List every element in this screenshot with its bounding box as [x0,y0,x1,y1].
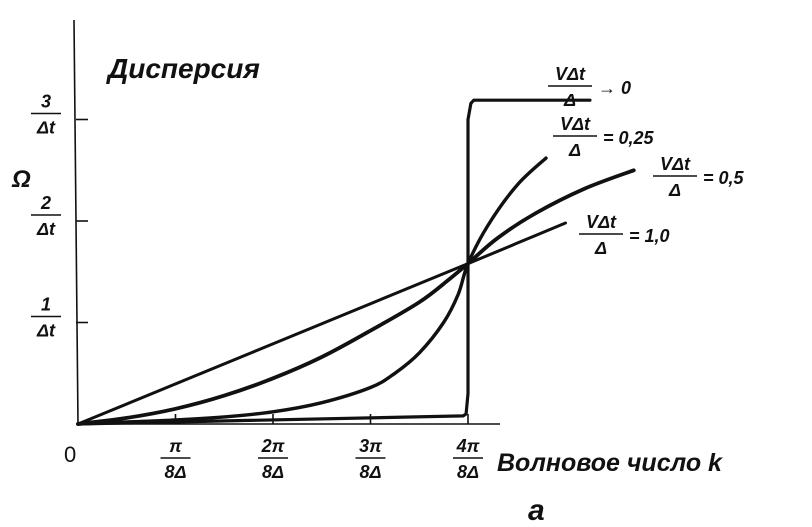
series-line-2 [76,156,548,426]
series-label-suffix: → 0 [598,78,631,98]
y-tick-3-denominator: Δt [36,118,56,138]
series-label-denominator: Δ [594,238,607,258]
origin-label: 0 [64,442,76,467]
series-label-numerator: VΔt [586,212,617,232]
x-tick-3-numerator: 3π [359,436,382,456]
series-label-numerator: VΔt [660,154,691,174]
y-tick-2-numerator: 2 [40,193,51,213]
y-tick-1-label: 1 Δt [31,295,61,341]
y-tick-1-numerator: 1 [41,295,51,315]
y-tick-3-label: 3 Δt [31,92,61,138]
x-axis-label: Волновое число k [497,449,723,477]
series-line-3 [76,168,636,426]
series-label-suffix: = 1,0 [629,226,670,246]
x-tick-4-denominator: 8Δ [457,462,479,482]
series-label-numerator: VΔt [555,64,586,84]
series-label-1: VΔt Δ → 0 [548,64,631,110]
panel-label: а [528,494,545,527]
y-axis [73,19,79,425]
x-tick-4-numerator: 4π [456,436,480,456]
series-line-4 [76,221,567,426]
y-tick-2-label: 2 Δt [31,193,61,239]
x-tick-3-denominator: 8Δ [359,462,381,482]
series-label-suffix: = 0,25 [603,128,655,148]
curves-group [76,98,636,426]
x-tick-2-denominator: 8Δ [262,462,284,482]
x-tick-1-denominator: 8Δ [164,462,186,482]
x-tick-1-label: π 8Δ [160,436,191,482]
series-label-4: VΔt Δ = 1,0 [579,212,670,258]
series-label-numerator: VΔt [560,114,591,134]
y-tick-1-denominator: Δt [36,321,56,341]
x-tick-2-numerator: 2π [261,436,285,456]
x-tick-1-numerator: π [169,436,182,456]
series-label-denominator: Δ [563,90,576,110]
series-label-denominator: Δ [568,140,581,160]
y-tick-3-numerator: 3 [41,92,51,112]
series-label-3: VΔt Δ = 0,5 [653,154,745,200]
chart-title: Дисперсия [106,53,260,84]
series-line-1 [76,98,592,426]
series-label-2: VΔt Δ = 0,25 [553,114,655,160]
series-label-denominator: Δ [668,180,681,200]
y-tick-2-denominator: Δt [36,219,56,239]
y-axis-label: Ω [11,166,31,193]
series-label-suffix: = 0,5 [703,168,745,188]
